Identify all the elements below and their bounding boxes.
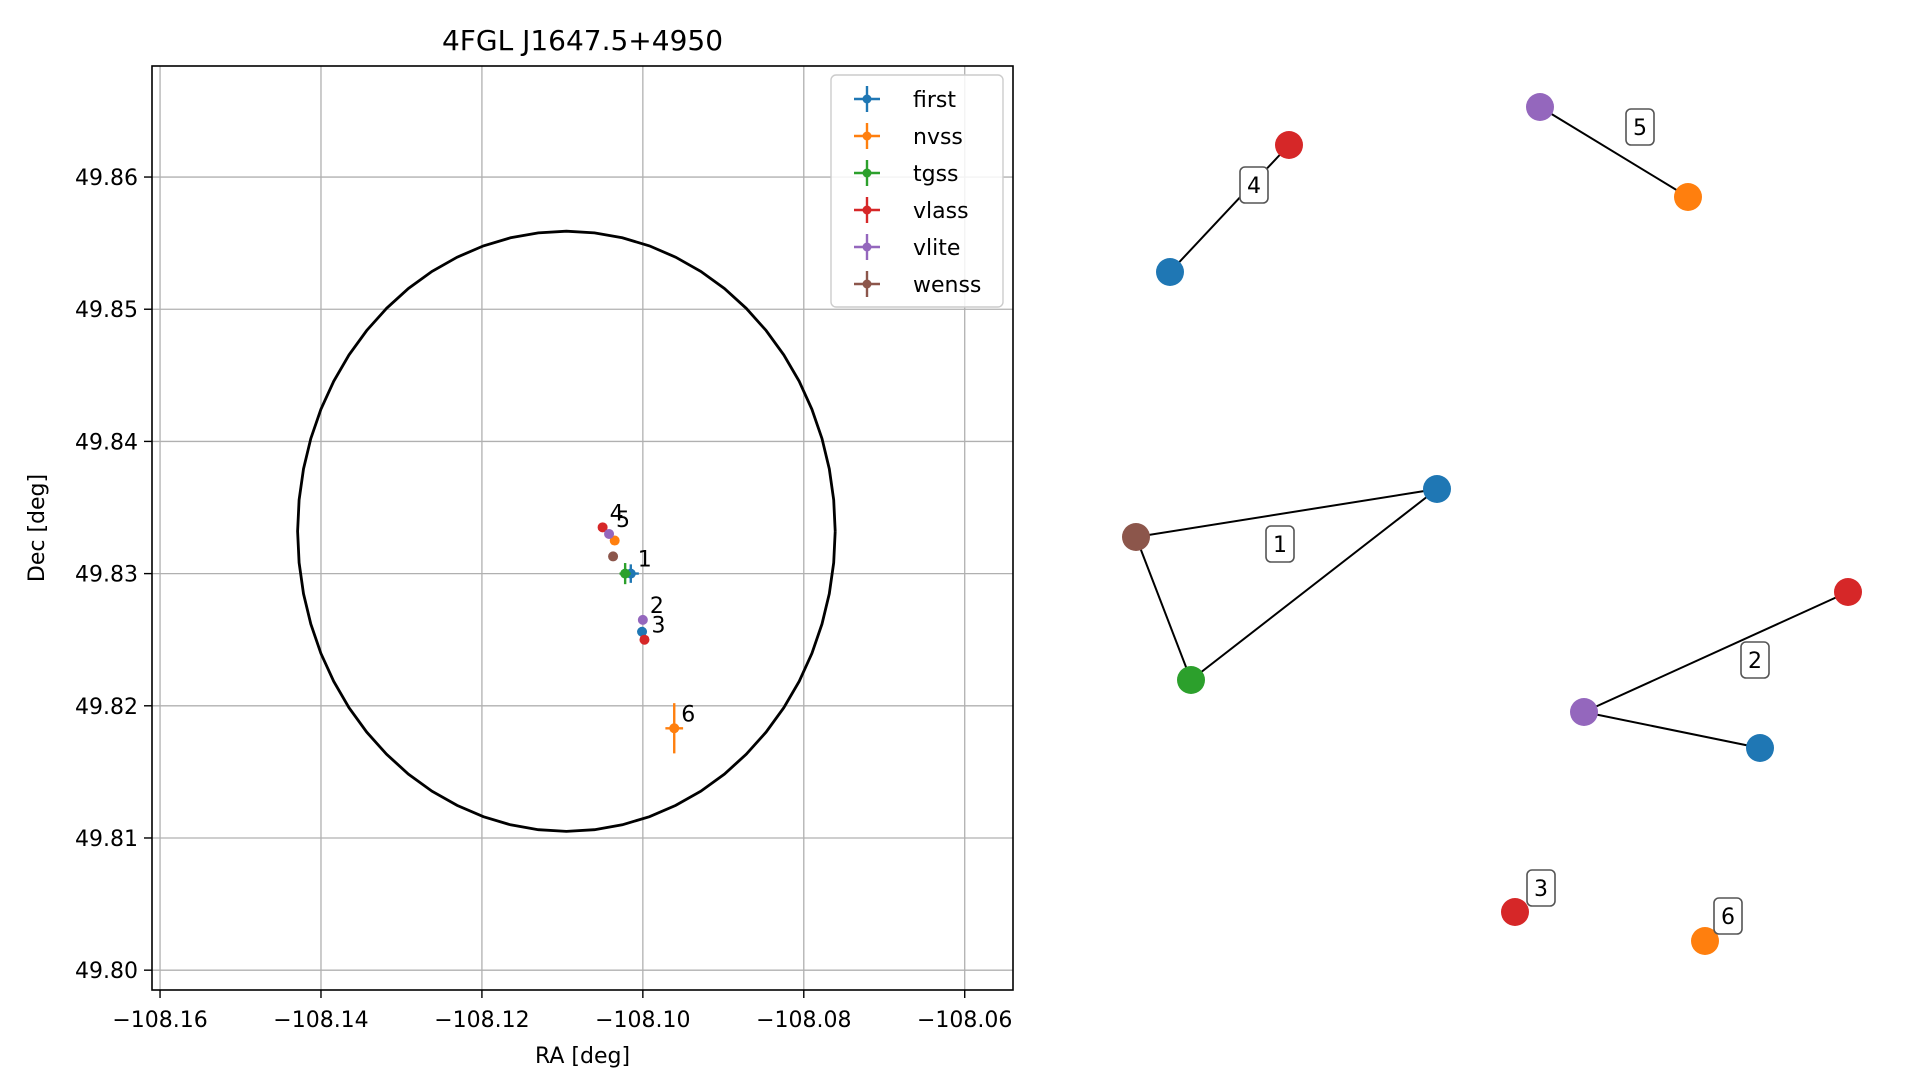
y-tick-label: 49.85 xyxy=(75,298,138,323)
legend-label-wenss: wenss xyxy=(913,273,981,298)
y-tick-label: 49.81 xyxy=(75,827,138,852)
network-node xyxy=(1423,475,1451,503)
network-edge xyxy=(1190,488,1438,681)
y-tick-label: 49.86 xyxy=(75,166,138,191)
network-edge xyxy=(1539,106,1689,198)
x-tick-label: −108.12 xyxy=(434,1008,529,1033)
network-panel: 1 2 3 4 5 6 xyxy=(1122,93,1862,955)
network-node xyxy=(1526,93,1554,121)
y-tick-label: 49.82 xyxy=(75,695,138,720)
group-label: 1 xyxy=(1273,533,1287,558)
y-tick-label: 49.83 xyxy=(75,563,138,588)
network-edges xyxy=(1135,106,1849,749)
group-label: 6 xyxy=(1721,905,1735,930)
x-tick-label: −108.08 xyxy=(756,1008,851,1033)
network-edge xyxy=(1135,488,1438,538)
point-vlass xyxy=(639,634,650,645)
annotations-layer: 1 23 45 6 xyxy=(610,501,696,727)
point-first xyxy=(637,626,648,637)
network-node xyxy=(1746,734,1774,762)
point-annotation: 4 xyxy=(610,501,624,526)
legend: first nvss tgss vlass vlite wenss xyxy=(830,74,1004,308)
group-label-box xyxy=(1625,108,1655,146)
legend-label-vlass: vlass xyxy=(913,199,969,224)
network-node xyxy=(1122,523,1150,551)
point-nvss xyxy=(669,723,680,734)
y-axis-label: Dec [deg] xyxy=(25,474,50,582)
point-annotation: 6 xyxy=(681,702,695,727)
legend-dot-vlite xyxy=(862,242,872,252)
point-vlite xyxy=(637,614,648,625)
network-nodes xyxy=(1122,93,1862,955)
x-tick-label: −108.06 xyxy=(917,1008,1012,1033)
group-label: 3 xyxy=(1534,877,1548,902)
point-vlite xyxy=(604,528,615,539)
group-label-box xyxy=(1740,641,1770,679)
point-vlass xyxy=(597,522,608,533)
legend-label-vlite: vlite xyxy=(913,236,960,261)
x-tick-label: −108.14 xyxy=(273,1008,368,1033)
x-tick-label: −108.16 xyxy=(112,1008,207,1033)
group-label: 5 xyxy=(1633,116,1647,141)
network-edge xyxy=(1135,536,1192,681)
legend-label-tgss: tgss xyxy=(913,162,959,187)
point-tgss xyxy=(620,568,631,579)
network-node xyxy=(1501,898,1529,926)
point-annotation: 5 xyxy=(616,508,630,533)
group-label: 2 xyxy=(1748,649,1762,674)
network-node xyxy=(1275,131,1303,159)
network-node xyxy=(1156,258,1184,286)
x-axis-label: RA [deg] xyxy=(535,1044,630,1069)
legend-dot-nvss xyxy=(862,131,872,141)
group-label: 4 xyxy=(1247,174,1261,199)
point-wenss xyxy=(608,551,619,562)
y-axis-ticks: 49.80 49.81 49.82 49.83 49.84 49.85 49.86 xyxy=(75,166,152,984)
point-annotation: 3 xyxy=(651,614,665,639)
legend-box xyxy=(830,74,1004,308)
x-tick-label: −108.10 xyxy=(595,1008,690,1033)
network-node xyxy=(1570,698,1598,726)
y-tick-label: 49.84 xyxy=(75,430,138,455)
legend-dot-first xyxy=(862,94,872,104)
chart-title: 4FGL J1647.5+4950 xyxy=(442,24,723,57)
network-labels: 1 2 3 4 5 6 xyxy=(1239,108,1770,935)
point-annotation: 2 xyxy=(650,594,664,619)
group-label-box xyxy=(1239,166,1269,204)
ellipse-layer xyxy=(296,229,837,833)
network-node xyxy=(1674,183,1702,211)
network-node xyxy=(1177,666,1205,694)
network-node xyxy=(1691,927,1719,955)
legend-dot-tgss xyxy=(862,168,872,178)
group-label-box xyxy=(1526,869,1556,907)
group-label-box xyxy=(1713,897,1743,935)
network-edge xyxy=(1583,711,1761,749)
network-edge xyxy=(1583,591,1849,713)
network-edge xyxy=(1169,144,1290,273)
error-ellipse xyxy=(296,229,837,833)
legend-label-nvss: nvss xyxy=(913,125,963,150)
point-annotation: 1 xyxy=(638,548,652,573)
x-axis-ticks: −108.16 −108.14 −108.12 −108.10 −108.08 −108.… xyxy=(112,990,1012,1033)
plot-frame xyxy=(151,65,1014,991)
points-layer xyxy=(597,522,684,754)
group-label-box xyxy=(1265,525,1295,563)
point-nvss xyxy=(609,535,620,546)
legend-dot-vlass xyxy=(862,205,872,215)
legend-label-first: first xyxy=(913,88,956,113)
legend-dot-wenss xyxy=(862,279,872,289)
network-node xyxy=(1834,578,1862,606)
y-tick-label: 49.80 xyxy=(75,959,138,984)
